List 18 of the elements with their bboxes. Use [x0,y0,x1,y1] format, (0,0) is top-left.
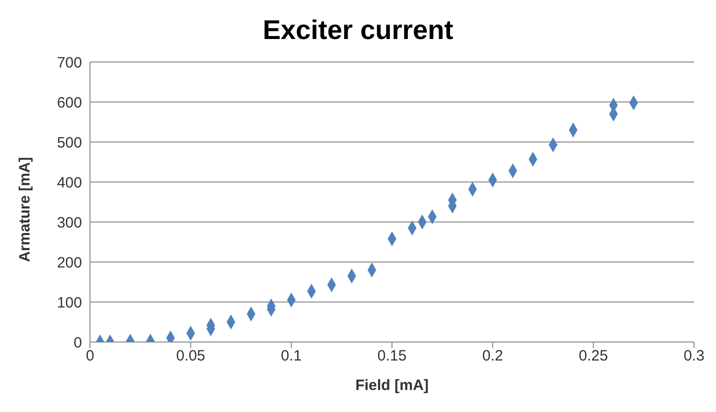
x-tick-label: 0.15 [377,348,407,365]
y-tick-label: 200 [56,254,82,272]
x-tick-label: 0.05 [176,348,206,365]
y-tick-label: 500 [56,134,82,152]
x-tick-label: 0.1 [280,348,302,365]
y-axis-title: Armature [mA] [16,156,34,262]
y-tick-label: 300 [56,214,82,232]
y-tick-label: 0 [74,334,82,352]
chart-title: Exciter current [262,14,454,47]
x-axis-title: Field [mA] [355,377,429,394]
y-tick-label: 400 [56,174,82,192]
y-tick-label: 700 [56,54,82,72]
y-tick-label: 600 [56,94,82,112]
x-tick-label: 0 [86,348,94,365]
x-tick-label: 0.2 [482,348,504,365]
y-tick-label: 100 [56,294,82,312]
x-tick-label: 0.25 [578,348,608,365]
x-tick-label: 0.3 [684,348,704,365]
